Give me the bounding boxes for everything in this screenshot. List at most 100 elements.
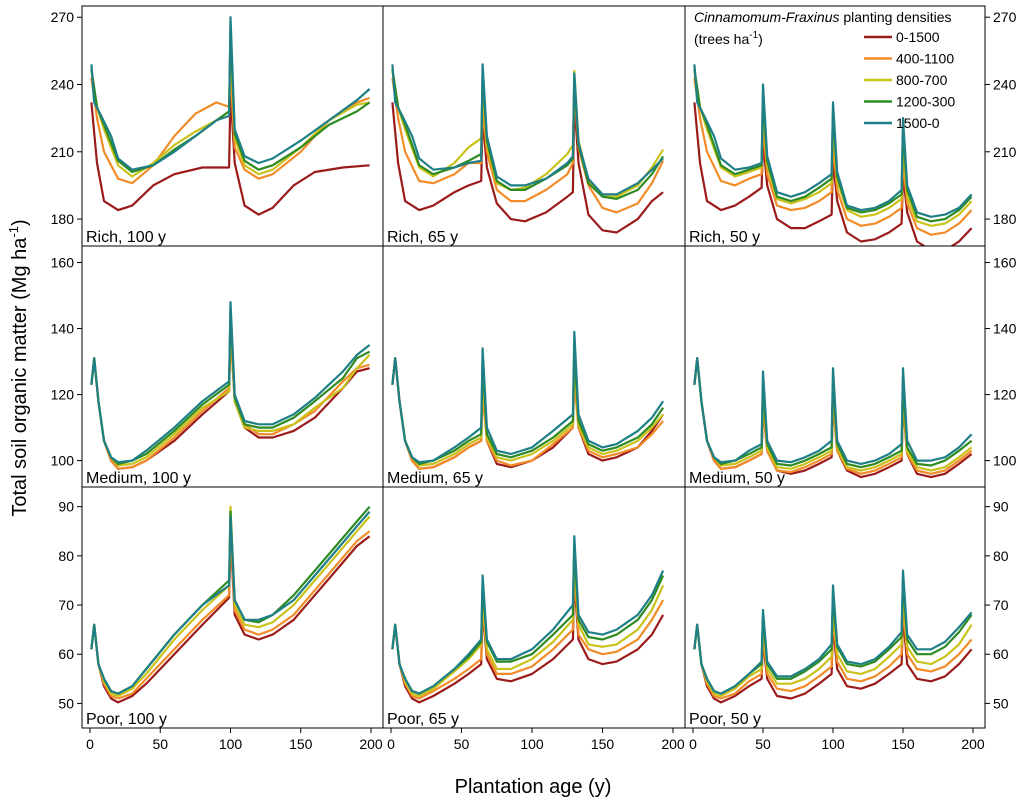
y-tick-label: 80 <box>58 548 74 564</box>
y-tick-label: 210 <box>51 144 75 160</box>
x-tick-label: 100 <box>219 736 243 752</box>
y-axis-title: Total soil organic matter (Mg ha-1) <box>6 219 31 516</box>
panel-frame <box>382 5 686 247</box>
panel-label: Medium, 50 y <box>689 470 785 487</box>
series-line-0-1500 <box>90 90 370 216</box>
legend-label-1200-300: 1200-300 <box>896 94 955 110</box>
series-line-1500-0 <box>693 357 973 465</box>
series-line-400-1100 <box>693 357 973 475</box>
panel-4: Medium, 100 y 100 120 140 160 <box>51 245 384 488</box>
legend-label-0-1500: 0-1500 <box>896 29 940 45</box>
series-line-1200-300 <box>391 544 665 695</box>
panel-series-group <box>693 64 973 246</box>
series-line-1500-0 <box>90 301 371 464</box>
y-tick-label: 270 <box>51 9 75 25</box>
panel-series-group <box>391 330 665 470</box>
x-tick-label: 150 <box>591 736 615 752</box>
series-line-400-1100 <box>391 569 665 700</box>
panel-9: Poor, 50 y 50 60 70 80 90 0 50 100 150 200 <box>684 486 1009 752</box>
legend-subtitle-suffix: ) <box>758 31 763 47</box>
series-line-1500-0 <box>391 330 665 464</box>
legend-label-800-700: 800-700 <box>896 72 948 88</box>
y-axis-title-main: Total soil organic matter (Mg ha <box>9 237 31 517</box>
panel-5: Medium, 65 y <box>382 245 686 488</box>
panel-label: Poor, 65 y <box>387 711 459 728</box>
y-tick-label-right: 180 <box>993 211 1017 227</box>
x-tick-label: 100 <box>520 736 544 752</box>
panel-7: Poor, 100 y 50 60 70 80 90 0 50 100 150 200 <box>58 486 384 752</box>
y-tick-label: 60 <box>58 646 74 662</box>
x-tick-label: 0 <box>86 736 94 752</box>
y-tick-label-right: 90 <box>993 499 1009 515</box>
panel-2: Rich, 65 y <box>382 5 686 247</box>
y-tick-label-right: 140 <box>993 321 1017 337</box>
legend-subtitle-prefix: (trees ha <box>694 31 749 47</box>
series-line-0-1500 <box>391 579 665 704</box>
panels-layer: Rich, 100 y 180 210 240 270 Rich, 65 y Rich, 5… <box>51 5 1017 752</box>
panel-frame <box>684 245 986 488</box>
panel-series-group <box>90 16 371 216</box>
series-line-400-1100 <box>693 603 973 700</box>
legend-title-rest: planting densities <box>839 9 951 25</box>
panel-label: Medium, 100 y <box>86 470 191 487</box>
y-tick-label-right: 160 <box>993 255 1017 271</box>
series-line-1500-0 <box>391 535 665 695</box>
x-tick-label: 200 <box>961 736 985 752</box>
y-tick-label: 240 <box>51 77 75 93</box>
y-tick-label-right: 270 <box>993 9 1017 25</box>
x-tick-label: 50 <box>152 736 168 752</box>
x-tick-label: 150 <box>891 736 915 752</box>
panel-series-group <box>693 569 973 704</box>
y-tick-label-right: 240 <box>993 77 1017 93</box>
panel-1: Rich, 100 y 180 210 240 270 <box>51 5 384 247</box>
y-tick-label: 180 <box>51 211 75 227</box>
legend-title: Cinnamomum-Fraxinus planting densities <box>694 9 952 25</box>
series-line-0-1500 <box>90 535 371 704</box>
panel-label: Medium, 65 y <box>387 470 483 487</box>
y-tick-label-right: 60 <box>993 646 1009 662</box>
x-tick-label: 50 <box>755 736 771 752</box>
panel-series-group <box>391 63 665 234</box>
y-tick-label: 50 <box>58 695 74 711</box>
legend-subtitle: (trees ha-1) <box>694 30 763 47</box>
y-tick-label: 120 <box>51 387 75 403</box>
y-axis-title-sup: -1 <box>6 226 21 238</box>
panel-label: Rich, 65 y <box>387 229 458 246</box>
series-line-1500-0 <box>693 569 973 695</box>
series-line-800-700 <box>693 589 973 698</box>
y-tick-label-right: 210 <box>993 144 1017 160</box>
series-line-1200-300 <box>391 347 665 465</box>
panel-label: Poor, 100 y <box>86 711 167 728</box>
panel-frame <box>382 245 686 488</box>
series-line-1200-300 <box>391 68 665 200</box>
y-tick-label-right: 120 <box>993 387 1017 403</box>
panel-series-group <box>90 301 371 470</box>
panel-series-group <box>90 505 371 704</box>
legend-subtitle-sup: -1 <box>749 30 758 41</box>
y-tick-label: 70 <box>58 597 74 613</box>
series-line-1200-300 <box>693 357 973 469</box>
legend-title-italic: Cinnamomum-Fraxinus <box>694 9 839 25</box>
panel-label: Rich, 50 y <box>689 229 760 246</box>
panel-6: Medium, 50 y 100 120 140 160 <box>684 245 1017 488</box>
y-axis-title-close: ) <box>9 219 31 226</box>
series-line-400-1100 <box>90 530 371 700</box>
panel-frame <box>684 486 986 729</box>
legend: Cinnamomum-Fraxinus planting densities (… <box>694 9 955 131</box>
y-tick-label: 140 <box>51 321 75 337</box>
x-axis-title: Plantation age (y) <box>455 776 612 798</box>
x-tick-label: 0 <box>387 736 395 752</box>
series-line-400-1100 <box>391 77 665 214</box>
x-tick-label: 150 <box>289 736 313 752</box>
series-line-1500-0 <box>90 16 371 171</box>
series-line-0-1500 <box>693 613 973 704</box>
x-tick-label: 200 <box>661 736 685 752</box>
y-tick-label-right: 80 <box>993 548 1009 564</box>
x-tick-label: 50 <box>454 736 470 752</box>
y-tick-label-right: 70 <box>993 597 1009 613</box>
y-tick-label: 100 <box>51 453 75 469</box>
panel-series-group <box>693 357 973 479</box>
panel-label: Poor, 50 y <box>689 711 761 728</box>
y-tick-label-right: 50 <box>993 695 1009 711</box>
